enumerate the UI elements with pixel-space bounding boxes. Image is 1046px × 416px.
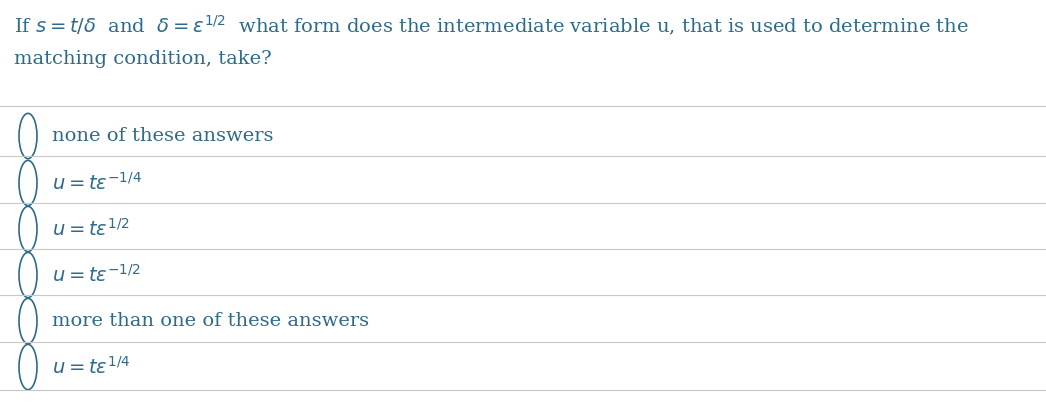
Text: $u = t\varepsilon^{1/4}$: $u = t\varepsilon^{1/4}$ bbox=[52, 356, 131, 378]
Text: $u = t\varepsilon^{1/2}$: $u = t\varepsilon^{1/2}$ bbox=[52, 218, 130, 240]
Text: $u = t\varepsilon^{-1/2}$: $u = t\varepsilon^{-1/2}$ bbox=[52, 264, 141, 286]
Text: more than one of these answers: more than one of these answers bbox=[52, 312, 369, 330]
Text: none of these answers: none of these answers bbox=[52, 127, 273, 145]
Text: matching condition, take?: matching condition, take? bbox=[14, 50, 272, 68]
Text: $u = t\varepsilon^{-1/4}$: $u = t\varepsilon^{-1/4}$ bbox=[52, 172, 142, 194]
Text: If $s = t/\delta$  and  $\delta = \varepsilon^{1/2}$  what form does the interme: If $s = t/\delta$ and $\delta = \varepsi… bbox=[14, 14, 969, 38]
